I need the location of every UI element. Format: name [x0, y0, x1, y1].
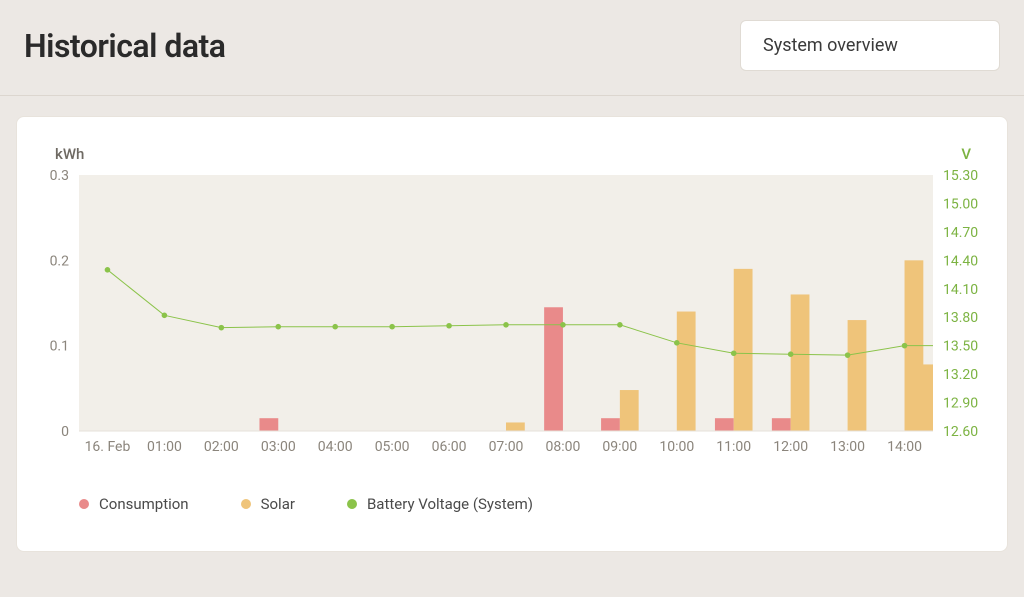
svg-text:0.2: 0.2: [50, 253, 70, 269]
svg-text:06:00: 06:00: [432, 439, 467, 455]
svg-text:05:00: 05:00: [375, 439, 410, 455]
historical-chart: kWh V 0 0.1 0.2 0.3 12.60 12.90 13.20 13.50 13.80 1…: [31, 133, 991, 463]
legend-dot-battery: [347, 499, 357, 509]
svg-text:12:00: 12:00: [773, 439, 808, 455]
svg-text:09:00: 09:00: [602, 439, 637, 455]
legend-label-solar: Solar: [261, 495, 295, 513]
dropdown-label: System overview: [763, 35, 898, 56]
page-header: Historical data System overview: [0, 0, 1024, 96]
svg-text:02:00: 02:00: [204, 439, 239, 455]
page-title: Historical data: [24, 27, 226, 65]
svg-text:01:00: 01:00: [147, 439, 182, 455]
svg-text:04:00: 04:00: [318, 439, 353, 455]
svg-text:14.70: 14.70: [943, 225, 978, 241]
svg-text:12.90: 12.90: [943, 396, 978, 412]
legend-label-battery: Battery Voltage (System): [367, 495, 533, 513]
chart-legend: Consumption Solar Battery Voltage (Syste…: [31, 463, 993, 541]
svg-text:14.10: 14.10: [943, 282, 978, 298]
svg-text:13.50: 13.50: [943, 339, 978, 355]
chart-card: kWh V 0 0.1 0.2 0.3 12.60 12.90 13.20 13.50 13.80 1…: [16, 116, 1008, 552]
legend-item-battery[interactable]: Battery Voltage (System): [347, 495, 533, 513]
svg-text:0: 0: [61, 424, 69, 440]
svg-text:16. Feb: 16. Feb: [85, 439, 131, 455]
svg-text:0.1: 0.1: [50, 339, 69, 355]
legend-dot-solar: [241, 499, 251, 509]
system-overview-dropdown[interactable]: System overview: [740, 20, 1000, 71]
svg-text:08:00: 08:00: [545, 439, 580, 455]
svg-text:07:00: 07:00: [489, 439, 524, 455]
svg-text:kWh: kWh: [55, 145, 84, 163]
svg-text:13.80: 13.80: [943, 310, 978, 326]
svg-text:14.40: 14.40: [943, 253, 978, 269]
svg-text:14:00: 14:00: [887, 439, 922, 455]
svg-text:15.30: 15.30: [943, 168, 978, 184]
svg-text:0.3: 0.3: [50, 168, 69, 184]
svg-text:03:00: 03:00: [261, 439, 296, 455]
svg-text:10:00: 10:00: [659, 439, 694, 455]
svg-text:V: V: [961, 145, 971, 163]
legend-dot-consumption: [79, 499, 89, 509]
legend-item-solar[interactable]: Solar: [241, 495, 295, 513]
svg-text:13.20: 13.20: [943, 367, 978, 383]
legend-label-consumption: Consumption: [99, 495, 189, 513]
svg-text:15.00: 15.00: [943, 196, 978, 212]
svg-text:11:00: 11:00: [716, 439, 751, 455]
legend-item-consumption[interactable]: Consumption: [79, 495, 189, 513]
svg-text:12.60: 12.60: [943, 424, 978, 440]
svg-text:13:00: 13:00: [830, 439, 865, 455]
